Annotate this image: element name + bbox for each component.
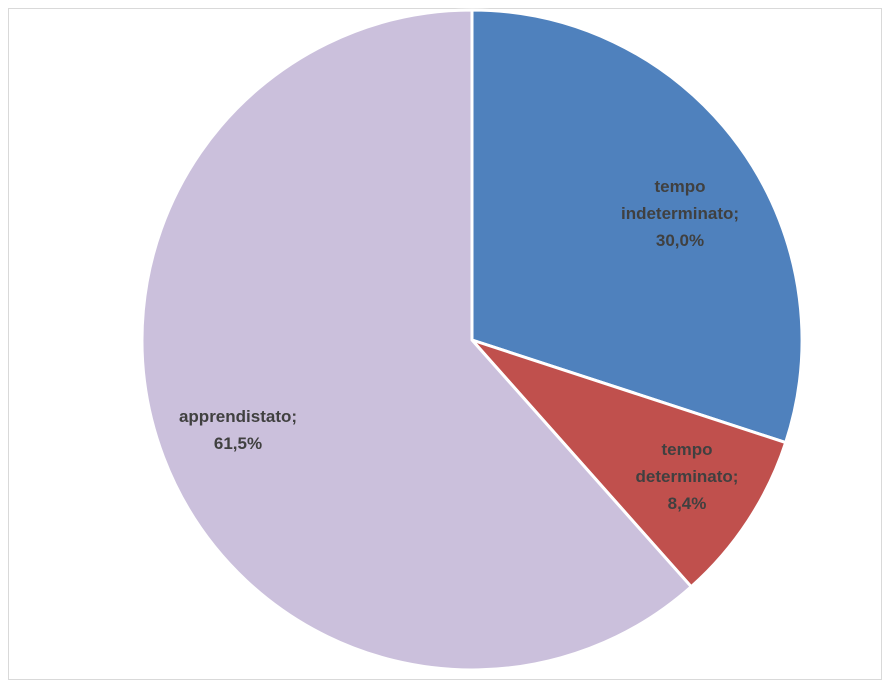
pie-data-labels: tempo indeterminato; 30,0% tempo determinato…: [179, 177, 739, 513]
data-label-line: tempo: [655, 177, 706, 196]
data-label-tempo-determinato: tempo determinato; 8,4%: [636, 440, 739, 513]
data-label-line: 30,0%: [656, 231, 704, 250]
data-label-line: 8,4%: [668, 494, 707, 513]
data-label-apprendistato: apprendistato; 61,5%: [179, 407, 297, 453]
pie-slice-tempo-indeterminato: [470, 8, 804, 445]
data-label-tempo-indeterminato: tempo indeterminato; 30,0%: [621, 177, 739, 250]
data-label-line: determinato;: [636, 467, 739, 486]
pie-slice-tempo-determinato: [470, 338, 788, 589]
pie-slices: [140, 8, 804, 672]
pie-slice-apprendistato: [140, 8, 693, 672]
data-label-line: indeterminato;: [621, 204, 739, 223]
data-label-line: apprendistato;: [179, 407, 297, 426]
data-label-line: tempo: [662, 440, 713, 459]
data-label-line: 61,5%: [214, 434, 262, 453]
